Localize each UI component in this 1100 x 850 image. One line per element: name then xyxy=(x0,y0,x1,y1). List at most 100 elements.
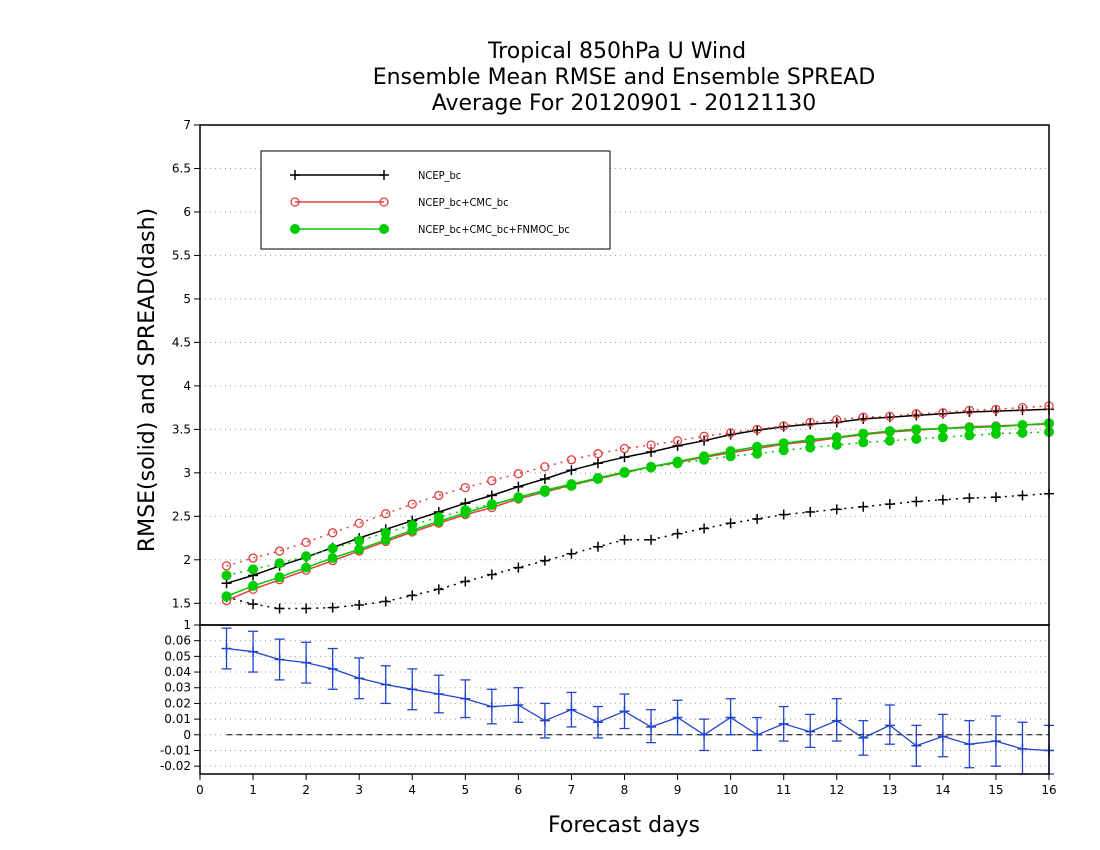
chart-title-line-3: Average For 20120901 - 20121130 xyxy=(432,91,817,116)
ncep-bc-cmc-bc-fnmoc-bc-spread-point-2 xyxy=(274,558,285,569)
ncep-bc-cmc-bc-fnmoc-bc-rmse-point-26 xyxy=(911,424,922,435)
legend-marker-start-ncep-bc-cmc-bc xyxy=(290,197,300,207)
ncep-bc-cmc-bc-fnmoc-bc-spread-point-24 xyxy=(858,437,869,448)
difference-point-6 xyxy=(380,679,391,690)
ncep-bc-cmc-bc-fnmoc-bc-spread-point-3 xyxy=(301,551,312,562)
bottom-y-tick-label-9: 1 xyxy=(183,618,191,632)
ncep-bc-rmse-point-11 xyxy=(513,481,524,492)
ncep-bc-spread-point-2 xyxy=(274,603,285,614)
legend-marker-start-ncep-bc xyxy=(290,170,300,180)
ncep-bc-cmc-bc-fnmoc-bc-rmse-point-29 xyxy=(990,421,1001,432)
difference-point-0 xyxy=(221,643,232,654)
difference-point-11 xyxy=(513,699,524,710)
ncep-bc-cmc-bc-fnmoc-bc-rmse-point-17 xyxy=(672,456,683,467)
x-tick-label-1: 1 xyxy=(249,783,257,797)
ncep-bc-cmc-bc-fnmoc-bc-spread-point-0 xyxy=(221,570,232,581)
ncep-bc-spread-point-13 xyxy=(566,548,577,559)
ncep-bc-spread-point-30 xyxy=(1017,490,1028,501)
bottom-y-tick-label-0: -0.02 xyxy=(160,759,191,773)
ncep-bc-spread-point-22 xyxy=(805,506,816,517)
ncep-bc-cmc-bc-spread-point-14 xyxy=(593,449,603,459)
ncep-bc-spread-point-1 xyxy=(248,599,259,610)
ncep-bc-cmc-bc-fnmoc-bc-rmse-point-5 xyxy=(354,544,365,555)
difference-point-3 xyxy=(301,657,312,668)
ncep-bc-spread-point-18 xyxy=(699,523,710,534)
ncep-bc-cmc-bc-spread-point-17 xyxy=(672,436,683,446)
difference-point-16 xyxy=(646,721,657,732)
x-tick-label-4: 4 xyxy=(408,783,416,797)
ncep-bc-spread-point-10 xyxy=(486,569,497,580)
bottom-y-tick-label-6: 0.04 xyxy=(164,665,191,679)
ncep-bc-cmc-bc-fnmoc-bc-rmse-line xyxy=(226,422,1050,597)
ncep-bc-cmc-bc-rmse-line xyxy=(226,423,1050,602)
x-tick-label-15: 15 xyxy=(988,783,1003,797)
bottom-y-tick-label-2: 0 xyxy=(183,728,191,742)
ncep-bc-spread-point-20 xyxy=(752,513,763,524)
ncep-bc-cmc-bc-spread-point-6 xyxy=(381,509,391,519)
difference-point-27 xyxy=(937,731,948,742)
ncep-bc-cmc-bc-spread-point-28 xyxy=(964,405,975,415)
ncep-bc-spread-point-4 xyxy=(327,602,338,613)
ncep-bc-cmc-bc-fnmoc-bc-spread-point-5 xyxy=(354,535,365,546)
ncep-bc-cmc-bc-spread-point-4 xyxy=(328,528,338,538)
ncep-bc-spread-point-28 xyxy=(964,493,975,504)
bottom-y-tick-label-5: 0.03 xyxy=(164,681,191,695)
ncep-bc-cmc-bc-fnmoc-bc-rmse-point-8 xyxy=(433,516,444,527)
difference-point-18 xyxy=(699,729,710,740)
ncep-bc-cmc-bc-spread-point-15 xyxy=(619,443,630,454)
x-tick-label-6: 6 xyxy=(515,783,523,797)
difference-point-10 xyxy=(486,701,497,712)
ncep-bc-cmc-bc-spread-point-5 xyxy=(354,518,364,528)
ncep-bc-cmc-bc-spread-point-11 xyxy=(513,469,524,479)
ncep-bc-rmse-point-14 xyxy=(592,458,603,469)
x-tick-label-8: 8 xyxy=(621,783,629,797)
ncep-bc-cmc-bc-spread-line xyxy=(226,405,1050,567)
ncep-bc-rmse-point-15 xyxy=(619,452,630,463)
ncep-bc-cmc-bc-spread-point-18 xyxy=(699,431,709,441)
ncep-bc-cmc-bc-fnmoc-bc-spread-point-25 xyxy=(884,435,895,446)
ncep-bc-spread-point-8 xyxy=(433,584,444,595)
difference-line xyxy=(226,647,1050,752)
ncep-bc-cmc-bc-fnmoc-bc-rmse-point-7 xyxy=(407,525,418,536)
top-y-tick-label-9: 6 xyxy=(183,205,191,219)
ncep-bc-cmc-bc-spread-point-3 xyxy=(301,537,311,548)
difference-point-15 xyxy=(619,706,630,717)
difference-point-30 xyxy=(1017,743,1028,754)
legend-marker-end-ncep-bc xyxy=(379,170,389,180)
ncep-bc-cmc-bc-fnmoc-bc-rmse-point-15 xyxy=(619,466,630,477)
difference-point-20 xyxy=(752,729,763,740)
bottom-y-tick-label-8: 0.06 xyxy=(164,634,191,648)
ncep-bc-cmc-bc-fnmoc-bc-rmse-point-13 xyxy=(566,479,577,490)
chart-title-line-1: Tropical 850hPa U Wind xyxy=(487,39,746,64)
ncep-bc-cmc-bc-spread-point-30 xyxy=(1017,402,1028,413)
difference-point-26 xyxy=(911,740,922,751)
ncep-bc-cmc-bc-fnmoc-bc-rmse-point-10 xyxy=(486,500,497,510)
x-tick-label-10: 10 xyxy=(723,783,738,797)
top-y-tick-label-11: 7 xyxy=(183,118,191,132)
legend-marker-start-ncep-bc-cmc-bc-fnmoc-bc xyxy=(290,224,300,234)
ncep-bc-spread-point-26 xyxy=(911,496,922,507)
ncep-bc-cmc-bc-spread-point-27 xyxy=(938,408,948,418)
ncep-bc-cmc-bc-spread-point-12 xyxy=(540,462,550,472)
difference-point-14 xyxy=(592,717,603,728)
ncep-bc-cmc-bc-spread-point-2 xyxy=(274,546,285,556)
ncep-bc-rmse-point-17 xyxy=(672,440,683,451)
bottom-y-tick-label-4: 0.02 xyxy=(164,696,191,710)
x-tick-label-16: 16 xyxy=(1041,783,1056,797)
x-axis-label: Forecast days xyxy=(548,813,700,838)
difference-point-4 xyxy=(327,663,338,674)
difference-point-1 xyxy=(248,646,259,657)
axis-ticks: 1.522.533.544.555.566.57-0.02-0.0100.010… xyxy=(160,118,1057,797)
ncep-bc-cmc-bc-spread-point-13 xyxy=(566,455,577,465)
bottom-y-tick-label-7: 0.05 xyxy=(164,649,191,663)
ncep-bc-cmc-bc-fnmoc-bc-rmse-point-19 xyxy=(725,446,736,457)
difference-point-5 xyxy=(354,673,365,684)
difference-point-8 xyxy=(433,689,444,700)
ncep-bc-cmc-bc-fnmoc-bc-rmse-point-16 xyxy=(646,461,657,472)
ncep-bc-spread-point-21 xyxy=(778,509,789,520)
x-tick-label-5: 5 xyxy=(461,783,469,797)
bottom-panel-grid xyxy=(200,640,1049,767)
ncep-bc-cmc-bc-spread-point-0 xyxy=(221,561,232,571)
ncep-bc-spread-point-23 xyxy=(831,504,842,515)
ncep-bc-cmc-bc-fnmoc-bc-rmse-point-12 xyxy=(539,485,550,496)
